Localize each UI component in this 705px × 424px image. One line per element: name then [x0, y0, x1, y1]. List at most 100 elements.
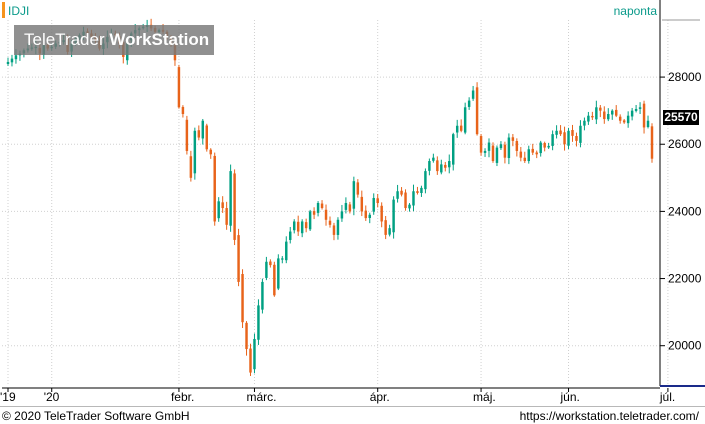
candle-body: [599, 107, 602, 111]
candle-body: [567, 130, 570, 146]
symbol-label: IDJI: [8, 4, 30, 18]
candle-body: [257, 305, 260, 340]
candle-body: [197, 130, 201, 138]
footer: © 2020 TeleTrader Software GmbH https://…: [0, 406, 705, 424]
symbol-marker: [2, 2, 5, 18]
period-label[interactable]: naponta: [613, 4, 657, 18]
candle-body: [575, 136, 578, 141]
candle-body: [595, 107, 598, 120]
candle-body: [376, 198, 379, 203]
candle-body: [614, 109, 618, 116]
candle-body: [225, 208, 228, 225]
candle-body: [440, 164, 443, 173]
candle-body: [448, 161, 451, 168]
candle-body: [424, 171, 427, 190]
y-tick-label: 22000: [668, 272, 702, 286]
candle-body: [217, 201, 220, 219]
candle-body: [650, 126, 654, 159]
x-tick-label: ápr.: [370, 390, 390, 404]
x-axis: '19 '20 febr. márc. ápr. máj. jún. júl.: [0, 387, 675, 404]
candle-body: [14, 55, 18, 60]
candle-body: [638, 107, 642, 109]
candle-body: [455, 125, 459, 133]
candle-body: [304, 222, 308, 229]
candle-body: [189, 156, 193, 178]
candle-body: [503, 144, 507, 158]
candle-body: [539, 142, 542, 154]
x-tick-label: '20: [44, 390, 60, 404]
candle-body: [535, 152, 538, 155]
candle-body: [10, 58, 14, 63]
candle-body: [177, 67, 181, 108]
candle-body: [308, 211, 312, 230]
candle-body: [642, 103, 646, 128]
candle-body: [491, 145, 495, 162]
candle-body: [495, 147, 499, 163]
candle-body: [408, 204, 411, 209]
y-axis: 20000 22000 24000 26000 28000: [659, 0, 705, 387]
candle-body: [265, 261, 268, 278]
candle-body: [273, 264, 276, 296]
candle-body: [618, 116, 622, 121]
candle-body: [603, 111, 606, 120]
candle-body: [475, 87, 479, 135]
candle-body: [201, 120, 205, 139]
candle-body: [181, 106, 185, 115]
grid-lines: [2, 20, 669, 386]
candle-body: [249, 348, 252, 373]
candle-body: [380, 205, 383, 222]
candle-body: [547, 145, 550, 148]
candle-body: [511, 137, 515, 141]
candle-body: [229, 171, 232, 226]
candle-body: [634, 108, 638, 111]
candle-body: [285, 241, 288, 261]
candle-body: [233, 173, 236, 240]
candle-body: [646, 120, 650, 128]
candle-body: [622, 120, 626, 123]
candle-body: [209, 149, 212, 155]
candle-body: [420, 187, 423, 194]
candle-body: [579, 125, 582, 143]
candle-body: [193, 130, 197, 174]
candle-body: [340, 211, 344, 219]
candle-body: [289, 231, 292, 240]
candle-body: [523, 157, 527, 162]
candle-body: [559, 130, 562, 135]
candle-body: [507, 137, 511, 158]
x-tick-label: febr.: [171, 390, 194, 404]
candle-body: [611, 110, 614, 115]
candle-body: [312, 211, 316, 215]
candle-body: [253, 338, 256, 370]
candle-body: [356, 182, 360, 195]
candle-body: [555, 130, 558, 135]
candle-body: [296, 221, 300, 232]
candle-body: [237, 235, 240, 282]
candle-body: [324, 209, 328, 220]
watermark-part2: WorkStation: [109, 30, 210, 49]
candle-body: [563, 132, 566, 145]
candle-body: [205, 125, 208, 150]
candle-body: [571, 129, 574, 136]
candle-body: [607, 114, 610, 120]
candle-body: [292, 221, 296, 231]
candle-body: [364, 210, 368, 219]
source-url[interactable]: https://workstation.teletrader.com/: [519, 409, 699, 423]
candle-body: [300, 221, 304, 234]
candle-body: [241, 274, 244, 323]
candle-body: [630, 110, 634, 117]
candle-body: [404, 192, 407, 209]
candle-body: [392, 199, 395, 233]
y-tick-label: 28000: [668, 70, 702, 84]
candle-body: [432, 157, 435, 161]
candle-body: [344, 203, 348, 210]
candle-body: [479, 136, 483, 153]
x-tick-label: '19: [0, 390, 16, 404]
candle-body: [185, 119, 189, 151]
candle-body: [591, 115, 594, 118]
candle-body: [527, 149, 530, 162]
candle-body: [459, 125, 463, 131]
candle-body: [452, 134, 455, 165]
candle-body: [352, 181, 356, 209]
watermark-part1: TeleTrader: [24, 30, 110, 49]
candle-body: [261, 281, 264, 310]
